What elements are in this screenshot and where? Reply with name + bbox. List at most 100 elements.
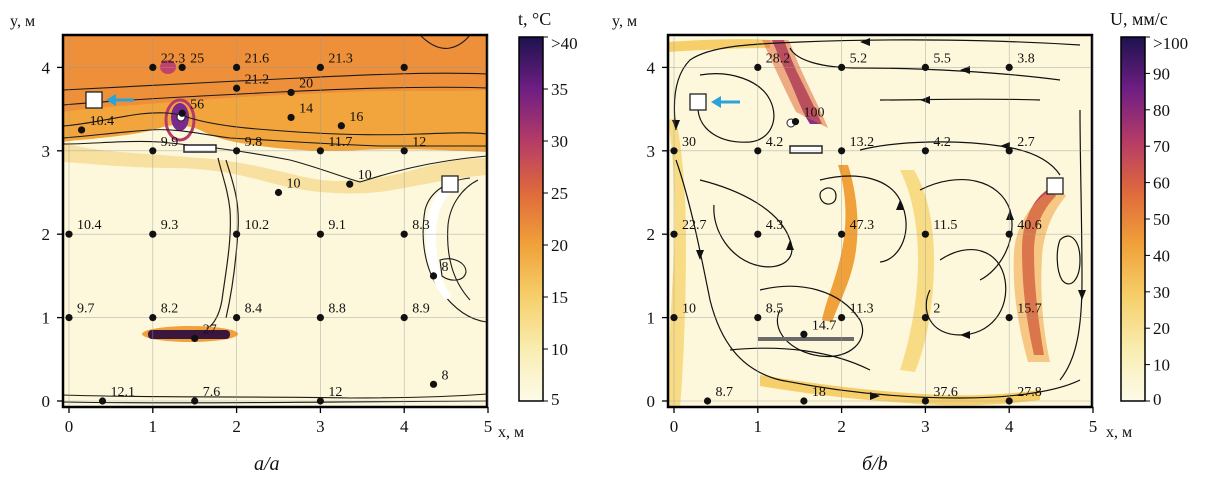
inlet-vent-b bbox=[689, 93, 707, 111]
measurement-point bbox=[400, 314, 408, 322]
y-tick-label: 2 bbox=[647, 225, 656, 244]
measurement-point bbox=[233, 230, 241, 238]
plot-frame-a bbox=[61, 33, 489, 409]
colorbar-tick-label: 30 bbox=[1153, 283, 1170, 302]
colorbar-tick-label: 70 bbox=[1153, 137, 1170, 156]
jet-band-left-wall bbox=[668, 118, 686, 407]
y-tick-label: 0 bbox=[42, 392, 51, 411]
measurement-value-label: 28.2 bbox=[766, 51, 791, 66]
x-tick-label: 1 bbox=[149, 417, 158, 436]
measurement-value-label: 8.7 bbox=[716, 385, 734, 400]
measurement-value-label: 11.7 bbox=[328, 135, 352, 150]
axes-b: 0 1 2 3 4 5 0 1 2 3 4 bbox=[647, 36, 1097, 436]
measurement-value-label: 5.5 bbox=[933, 51, 951, 66]
measurement-value-label: 13.2 bbox=[850, 135, 875, 150]
measurement-point bbox=[754, 314, 762, 322]
y-tick-label: 3 bbox=[42, 142, 51, 161]
warm-upper-zone-core bbox=[63, 35, 487, 112]
measurement-value-label: 9.1 bbox=[328, 218, 346, 233]
measurement-value-label: 20 bbox=[299, 76, 313, 91]
measurement-value-label: 3.8 bbox=[1017, 51, 1034, 66]
x-tick-label: 3 bbox=[921, 417, 930, 436]
y-tick-label: 1 bbox=[42, 309, 51, 328]
measurement-value-label: 8.8 bbox=[328, 302, 346, 317]
measurement-point bbox=[1005, 230, 1013, 238]
colorbar-tick-label: 30 bbox=[551, 132, 568, 151]
measurement-value-label: 56 bbox=[190, 97, 204, 112]
measurement-point bbox=[316, 397, 324, 405]
y-axis-label-b: y, м bbox=[612, 13, 637, 30]
colorbar-tick-label: 20 bbox=[1153, 319, 1170, 338]
measurement-point bbox=[287, 88, 295, 97]
velocity-field-background bbox=[668, 35, 1092, 407]
measurement-value-label: 4.2 bbox=[766, 135, 784, 150]
x-tick-label: 3 bbox=[316, 417, 325, 436]
measurement-point bbox=[316, 314, 324, 322]
colorbar-a-title: t, °C bbox=[518, 9, 551, 29]
measurement-point bbox=[1005, 147, 1013, 155]
measurement-point bbox=[754, 230, 762, 238]
colorbar-a-ticks: 5 10 15 20 25 30 35 >40 bbox=[543, 34, 578, 409]
colorbar-tick-label: 80 bbox=[1153, 101, 1170, 120]
x-tick-label: 4 bbox=[1005, 417, 1014, 436]
measurement-value-label: 22.7 bbox=[682, 218, 707, 233]
measurement-point bbox=[316, 147, 324, 155]
colorbar-tick-label: 20 bbox=[551, 236, 568, 255]
measurement-point bbox=[77, 126, 86, 134]
measurement-points-b: 28.2 5.2 5.5 3.8 100 30 4.2 13.2 4.2 2.7 22.7 4.3 47… bbox=[670, 51, 1042, 405]
measurement-value-label: 4.3 bbox=[766, 218, 784, 233]
measurement-value-label: 10 bbox=[682, 302, 696, 317]
hot-source-halo bbox=[164, 98, 196, 142]
measurement-value-label: 100 bbox=[804, 106, 825, 121]
measurement-point bbox=[921, 314, 930, 322]
inflow-arrowhead-a bbox=[106, 94, 116, 106]
colorbar-tick-label: 10 bbox=[1153, 356, 1170, 375]
measurement-value-label: 8.4 bbox=[245, 302, 263, 317]
y-tick-label: 1 bbox=[647, 309, 656, 328]
measurement-value-label: 10.2 bbox=[245, 218, 270, 233]
colorbar-tick-label: >40 bbox=[551, 34, 578, 53]
measurement-value-label: 14.7 bbox=[812, 318, 837, 333]
measurement-point bbox=[838, 63, 846, 71]
plot-frame-b bbox=[666, 33, 1094, 409]
x-axis-label-a: x, м bbox=[498, 424, 524, 441]
measurement-point bbox=[274, 188, 283, 197]
colorbar-b-title: U, мм/с bbox=[1110, 9, 1168, 29]
measurement-point bbox=[921, 63, 930, 71]
measurement-value-label: 47.3 bbox=[850, 218, 875, 233]
jet-band-top-left bbox=[668, 39, 770, 52]
outlet-vent-b bbox=[1046, 177, 1064, 195]
colorbar-tick-label: 15 bbox=[551, 288, 568, 307]
colorbar-tick-label: 50 bbox=[1153, 210, 1170, 229]
inflow-arrowhead-b bbox=[711, 96, 721, 108]
measurement-value-label: 18 bbox=[812, 385, 826, 400]
measurement-value-label: 10 bbox=[287, 177, 301, 192]
measurement-point bbox=[346, 180, 354, 188]
x-tick-label: 2 bbox=[837, 417, 846, 436]
colorbar-tick-label: 60 bbox=[1153, 174, 1170, 193]
measurement-point bbox=[429, 272, 438, 280]
measurement-point bbox=[670, 314, 678, 322]
measurement-point bbox=[838, 230, 846, 238]
colorbar-tick-label: 90 bbox=[1153, 64, 1170, 83]
measurement-point bbox=[791, 118, 800, 126]
y-axis-label-a: y, м bbox=[10, 13, 35, 30]
colorbar-tick-label: 5 bbox=[551, 390, 560, 409]
measurement-point bbox=[1005, 314, 1013, 322]
measurement-point bbox=[316, 63, 324, 71]
measurement-point bbox=[921, 230, 930, 238]
panel-a-temperature: y, м x, м a/a bbox=[10, 13, 524, 475]
cold-inflow-tongue bbox=[426, 182, 456, 300]
x-tick-label: 0 bbox=[670, 417, 679, 436]
measurement-point bbox=[838, 314, 846, 322]
measurement-point bbox=[670, 230, 678, 238]
measurement-value-label: 10.4 bbox=[77, 218, 102, 233]
panel-caption-a: a/a bbox=[254, 453, 280, 475]
inlet-vent-a bbox=[85, 91, 103, 109]
measurement-value-label: 12.1 bbox=[111, 385, 135, 400]
measurement-value-label: 4.2 bbox=[933, 135, 951, 150]
measurement-value-label: 9.7 bbox=[77, 302, 95, 317]
panel-caption-b: б/b bbox=[862, 453, 888, 475]
